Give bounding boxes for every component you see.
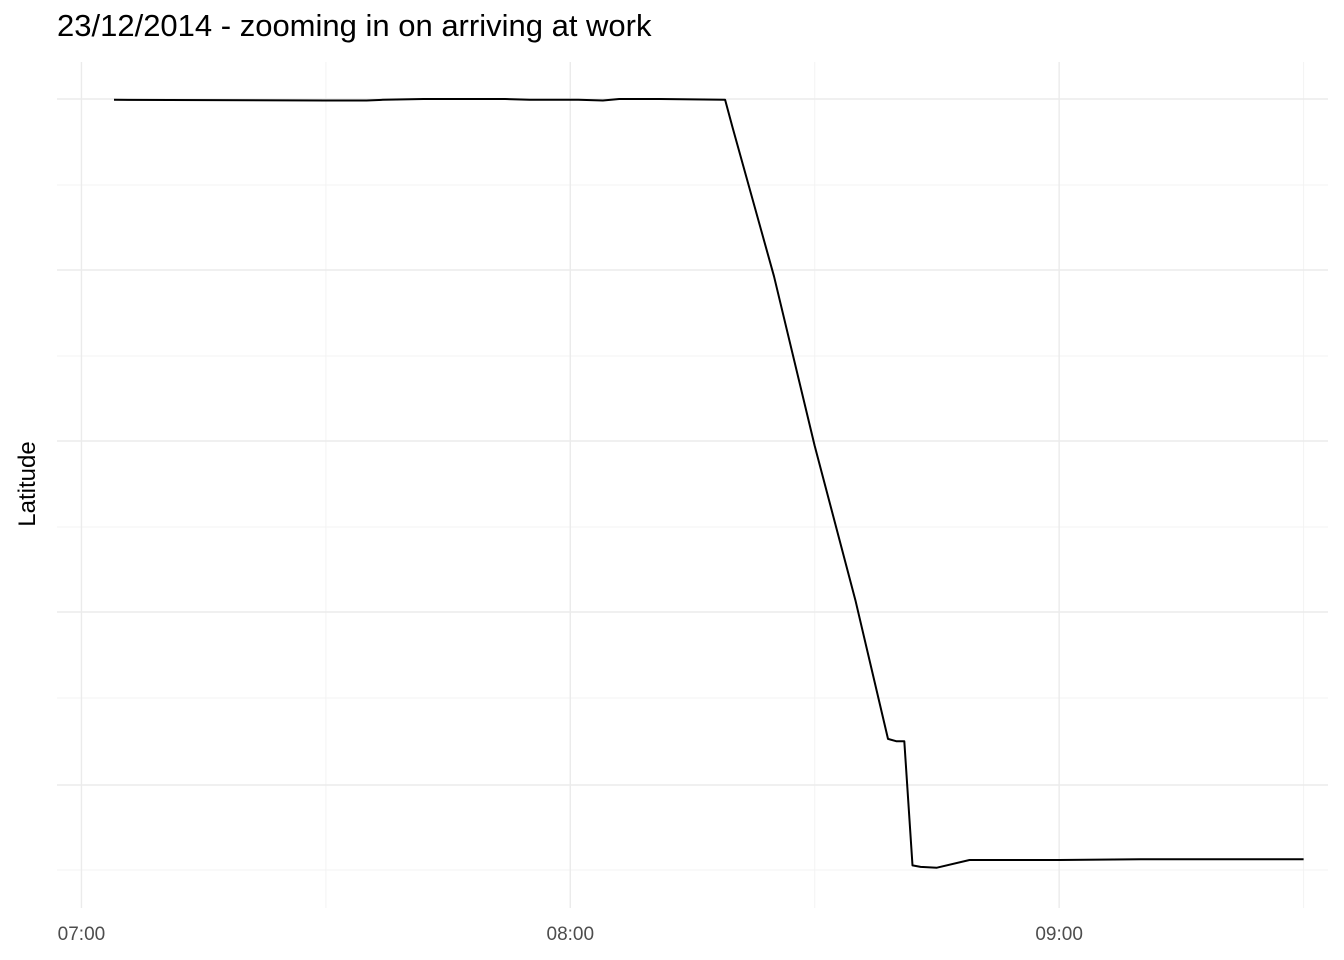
minor-gridlines — [57, 62, 1328, 908]
x-tick-label: 07:00 — [58, 924, 106, 945]
x-tick-label: 08:00 — [547, 924, 595, 945]
x-axis-ticks: 07:00 08:00 09:00 — [58, 924, 1083, 945]
x-tick-label: 09:00 — [1035, 924, 1083, 945]
series-line — [113, 98, 1304, 869]
chart-title: 23/12/2014 - zooming in on arriving at w… — [57, 8, 652, 43]
major-gridlines — [57, 62, 1328, 908]
series-layer — [113, 98, 1304, 869]
